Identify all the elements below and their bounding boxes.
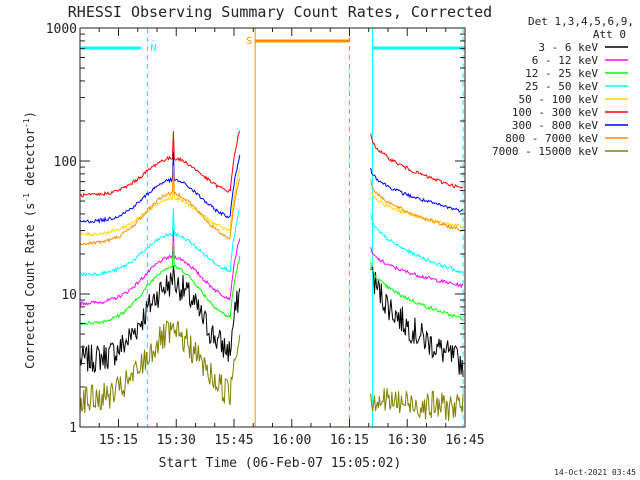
annotation-label-s: S: [246, 36, 252, 47]
y-tick-label: 10: [61, 288, 77, 303]
series-line-pre: [79, 151, 241, 224]
legend-item-label: 800 - 7000 keV: [505, 132, 598, 145]
y-axis-label-sup1: -1: [22, 193, 31, 203]
series-line-pre: [79, 320, 241, 415]
legend-item-label: 6 - 12 keV: [532, 54, 599, 67]
x-tick-label: 16:30: [388, 433, 427, 448]
series-line-post: [370, 262, 464, 321]
series-line-post: [370, 266, 464, 378]
legend-header-detectors: Det 1,3,4,5,6,9,: [528, 15, 634, 28]
x-tick-label: 16:00: [272, 433, 311, 448]
series-line-pre: [79, 265, 241, 374]
series-line-pre: [79, 165, 241, 246]
series-line-post: [370, 213, 464, 274]
series-line-post: [370, 388, 464, 421]
y-axis-label-sup2: -1: [22, 118, 31, 128]
legend-item-label: 12 - 25 keV: [525, 67, 598, 80]
x-tick-label: 16:15: [330, 433, 369, 448]
legend-item-label: 100 - 300 keV: [512, 106, 598, 119]
annotation-label-n: N: [150, 43, 156, 54]
y-axis-label-end: ): [23, 111, 37, 118]
y-tick-label: 1000: [46, 22, 77, 37]
series-line-pre: [79, 240, 241, 326]
y-axis: 1 10 100 1000: [46, 22, 465, 436]
series-layer: [79, 130, 464, 421]
annotations: NS: [80, 28, 465, 427]
legend-item-label: 3 - 6 keV: [538, 41, 598, 54]
footer-date: 14-Oct-2021 03:45: [554, 468, 636, 477]
series-line-post: [370, 179, 464, 232]
series-line-post: [370, 133, 464, 189]
series-line-post: [370, 246, 464, 289]
y-axis-label: Corrected Count Rate (s-1 detector-1): [22, 111, 37, 369]
series-line-post: [370, 167, 464, 213]
legend-item-label: 300 - 800 keV: [512, 119, 598, 132]
y-axis-label-main: Corrected Count Rate (s: [23, 203, 37, 369]
series-line-pre: [79, 130, 241, 198]
legend-header-attenuator: Att 0: [593, 28, 626, 41]
legend-item-label: 25 - 50 keV: [525, 80, 598, 93]
series-line-pre: [79, 169, 241, 237]
x-tick-label: 16:45: [445, 433, 484, 448]
y-tick-label: 1: [69, 421, 77, 436]
series-line-pre: [79, 207, 241, 277]
x-tick-label: 15:15: [99, 433, 138, 448]
chart-title: RHESSI Observing Summary Count Rates, Co…: [68, 3, 492, 21]
x-tick-label: 15:45: [214, 433, 253, 448]
plot-frame: [79, 27, 466, 428]
y-tick-label: 100: [54, 155, 77, 170]
series-line-pre: [79, 229, 241, 307]
x-axis-label: Start Time (06-Feb-07 15:05:02): [159, 456, 402, 471]
y-axis-label-mid: detector: [23, 128, 37, 193]
frame-rect: [79, 27, 466, 428]
x-tick-label: 15:30: [157, 433, 196, 448]
x-axis: 15:15 15:30 15:45 16:00 16:15 16:30 16:45: [98, 28, 485, 448]
legend-item-label: 50 - 100 keV: [519, 93, 599, 106]
legend-item-label: 7000 - 15000 keV: [492, 145, 598, 158]
